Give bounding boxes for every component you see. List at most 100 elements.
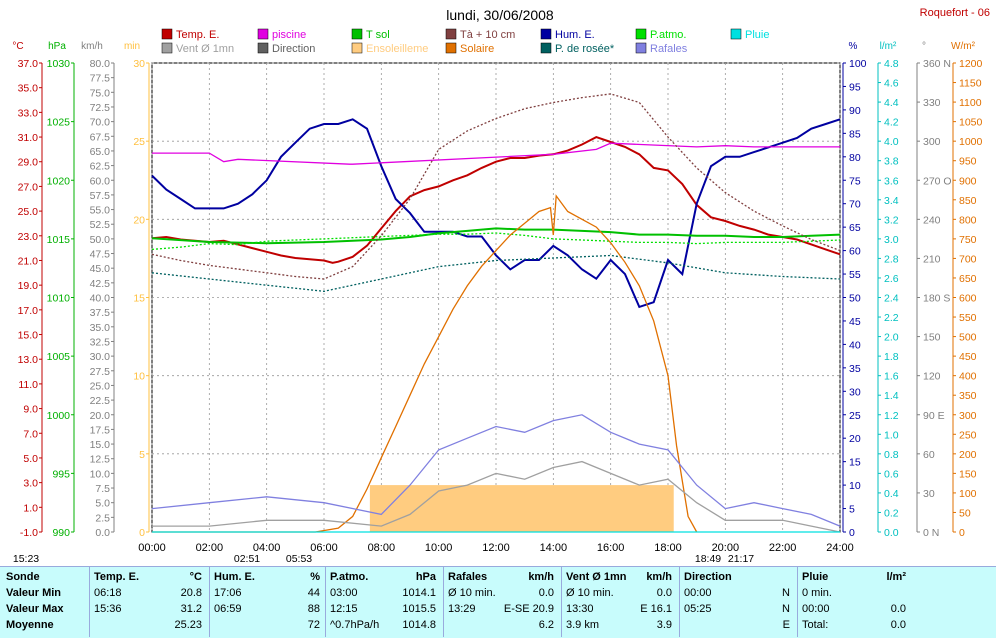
summary-cell-time: 3.9 km — [566, 619, 600, 631]
kmh-tick-label: 55.0 — [90, 205, 111, 217]
series-hum-e — [151, 118, 841, 309]
kmh-tick-label: 15.0 — [90, 439, 111, 451]
kmh-tick-label: 32.5 — [90, 336, 111, 348]
wm2-tick-label: 850 — [959, 195, 977, 207]
series-rafales — [151, 414, 841, 527]
kmh-tick-label: 47.5 — [90, 249, 111, 261]
temp-tick-label: 13.0 — [18, 354, 39, 366]
kmh-tick-label: 72.5 — [90, 102, 111, 114]
temp-tick-label: 7.0 — [23, 428, 38, 440]
summary-table: Sonde Valeur Min Valeur Max Moyenne Temp. E.… — [0, 566, 996, 638]
wm2-tick-label: 1200 — [959, 58, 983, 70]
kmh-tick-label: 62.5 — [90, 161, 111, 173]
hpa-tick-label: 990 — [52, 527, 70, 539]
pct-tick-label: 10 — [849, 480, 861, 492]
rain-tick-label: 2.6 — [884, 273, 899, 285]
summary-row: Total: 0.0 — [802, 619, 906, 635]
summary-header: P.atmo. hPa — [330, 571, 436, 587]
summary-row-label: Valeur Min — [6, 587, 62, 599]
pct-tick-label: 5 — [849, 504, 855, 516]
deg-tick-label: 180 S — [923, 293, 950, 305]
temp-axis-unit: °C — [12, 41, 23, 52]
summary-header-unit: hPa — [415, 571, 436, 583]
summary-header-unit: °C — [189, 571, 202, 583]
kmh-tick-label: 77.5 — [90, 73, 111, 85]
summary-separator — [89, 566, 90, 637]
min-tick-label: 30 — [133, 58, 145, 70]
deg-tick-label: 360 N — [923, 58, 951, 70]
summary-cell-time: 12:15 — [330, 603, 358, 615]
deg-tick-label: 240 — [923, 214, 941, 226]
summary-row: 0 min. — [802, 587, 906, 603]
wm2-tick-label: 800 — [959, 214, 977, 226]
rain-tick-label: 4.4 — [884, 97, 899, 109]
rain-tick-label: 4.2 — [884, 117, 899, 129]
legend-item: Solaire — [445, 42, 494, 55]
wm2-tick-label: 1050 — [959, 117, 983, 129]
legend-item: P.atmo. — [635, 28, 687, 41]
summary-header: Rafales km/h — [448, 571, 554, 587]
legend-label: P. de rosée* — [555, 43, 615, 55]
legend-label: Rafales — [650, 43, 688, 55]
summary-header-label: Rafales — [448, 571, 488, 583]
time-tick-label: 04:00 — [253, 542, 281, 554]
pct-tick-label: 100 — [849, 58, 867, 70]
legend-label: Ensoleilleme — [366, 43, 428, 55]
temp-tick-label: 29.0 — [18, 157, 39, 169]
time-tick-label: 16:00 — [597, 542, 625, 554]
summary-cell-value: N — [782, 603, 790, 615]
pct-tick-label: 80 — [849, 152, 861, 164]
series-p-atmo — [151, 232, 841, 251]
legend-swatch — [161, 42, 173, 54]
summary-row: 03:00 1014.1 — [330, 587, 436, 603]
legend-item: Temp. E. — [161, 28, 219, 41]
temp-tick-label: 31.0 — [18, 132, 39, 144]
summary-cell-time: 05:25 — [684, 603, 712, 615]
time-tick-label: 06:00 — [310, 542, 338, 554]
rain-tick-label: 3.4 — [884, 195, 899, 207]
wm2-tick-label: 350 — [959, 390, 977, 402]
hpa-tick-label: 995 — [52, 468, 70, 480]
summary-separator — [561, 566, 562, 637]
temp-tick-label: 5.0 — [23, 453, 38, 465]
deg-tick-label: 120 — [923, 371, 941, 383]
pct-tick-label: 0 — [849, 527, 855, 539]
kmh-tick-label: 42.5 — [90, 278, 111, 290]
time-tick-label: 12:00 — [482, 542, 510, 554]
series-t-10-cm — [151, 93, 841, 280]
time-tick-label: 10:00 — [425, 542, 453, 554]
summary-row: 15:36 31.2 — [94, 603, 202, 619]
hpa-tick-label: 1015 — [47, 234, 71, 246]
sunset-alt-time: 21:17 — [728, 553, 754, 565]
kmh-tick-label: 40.0 — [90, 293, 111, 305]
summary-header-unit: km/h — [528, 571, 554, 583]
summary-row: 25.23 — [94, 619, 202, 635]
min-axis-unit: min — [124, 41, 140, 52]
summary-cell-value: 1014.1 — [402, 587, 436, 599]
wm2-tick-label: 0 — [959, 527, 965, 539]
summary-header-label: Pluie — [802, 571, 829, 583]
kmh-tick-label: 65.0 — [90, 146, 111, 158]
kmh-tick-label: 37.5 — [90, 307, 111, 319]
time-tick-label: 22:00 — [769, 542, 797, 554]
temp-tick-label: 3.0 — [23, 478, 38, 490]
kmh-tick-label: 30.0 — [90, 351, 111, 363]
summary-column: Temp. E. °C 06:18 20.8 15:36 31.2 25.23 — [94, 571, 202, 635]
summary-cell-time: Ø 10 min. — [566, 587, 614, 599]
wm2-tick-label: 900 — [959, 175, 977, 187]
legend-swatch — [351, 28, 363, 40]
wm2-tick-label: 1000 — [959, 136, 983, 148]
sunrise-alt-time: 02:51 — [234, 553, 260, 565]
temp-tick-label: 37.0 — [18, 58, 39, 70]
summary-row: 72 — [214, 619, 320, 635]
legend-item: Pluie — [730, 28, 769, 41]
temp-tick-label: 19.0 — [18, 280, 39, 292]
summary-header-label: P.atmo. — [330, 571, 369, 583]
kmh-tick-label: 10.0 — [90, 468, 111, 480]
wm2-tick-label: 1100 — [959, 97, 982, 109]
min-tick-label: 10 — [133, 371, 145, 383]
station-name: Roquefort - 06 — [920, 7, 990, 19]
time-tick-label: 24:00 — [826, 542, 854, 554]
series-ensoleilleme — [369, 485, 674, 532]
legend-label: Pluie — [745, 29, 769, 41]
